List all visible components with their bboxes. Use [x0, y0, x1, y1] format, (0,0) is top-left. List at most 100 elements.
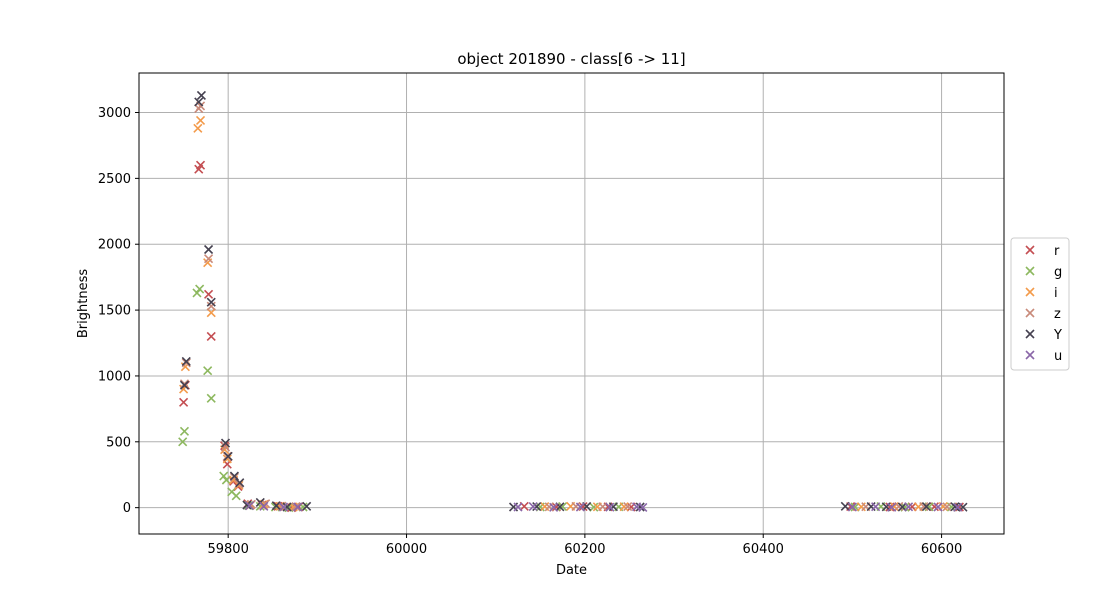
data-point-Y: [223, 451, 233, 461]
x-tick-label: 60400: [743, 542, 784, 557]
legend-marker-Y: [1025, 329, 1035, 339]
legend-item-z: z: [1025, 307, 1061, 322]
x-tick-label: 60200: [564, 542, 605, 557]
data-point-r: [206, 331, 216, 341]
data-point-Y: [229, 471, 239, 481]
y-tick-label: 2000: [98, 238, 131, 253]
data-point-i: [195, 115, 206, 125]
data-point-z: [181, 358, 191, 368]
grid-lines: [139, 73, 1004, 534]
data-point-Y: [196, 90, 206, 100]
y-tick-label: 2500: [98, 172, 131, 187]
data-point-Y: [181, 356, 191, 367]
data-point-u: [904, 502, 914, 512]
legend-marker-i: [1025, 287, 1035, 297]
data-point-z: [942, 502, 952, 512]
data-point-g: [219, 471, 229, 481]
data-point-g: [221, 475, 231, 485]
data-point-u: [278, 502, 289, 512]
legend-box: [1010, 237, 1070, 371]
data-point-u: [953, 502, 963, 512]
data-point-i: [234, 480, 244, 490]
data-point-i: [193, 123, 203, 133]
data-point-g: [192, 288, 202, 298]
data-point-r: [195, 160, 206, 170]
data-point-g: [558, 502, 568, 512]
data-point-i: [206, 308, 216, 318]
data-points: [178, 90, 968, 513]
data-point-i: [619, 502, 629, 512]
data-point-u: [933, 502, 943, 512]
data-point-u: [887, 502, 897, 512]
legend-marker-g: [1025, 266, 1035, 276]
x-axis: 59800 60000 60200 60400 60600: [207, 534, 962, 557]
data-point-Y: [242, 500, 252, 510]
y-tick-label: 1000: [98, 369, 131, 384]
x-tick-label: 60600: [921, 542, 962, 557]
data-point-u: [245, 501, 255, 511]
legend-marker-u: [1025, 350, 1035, 360]
chart-title: object 201890 - class[6 -> 11]: [457, 50, 685, 68]
data-point-g: [206, 393, 216, 403]
data-point-g: [195, 284, 205, 294]
data-point-u: [293, 502, 303, 512]
data-point-u: [871, 502, 881, 512]
data-point-g: [178, 437, 188, 447]
data-point-g: [589, 502, 599, 512]
data-point-u: [605, 502, 615, 512]
x-axis-label: Date: [556, 563, 587, 578]
data-point-r: [179, 397, 189, 407]
data-point-Y: [203, 244, 214, 255]
legend-item-Y: Y: [1025, 328, 1062, 343]
data-point-Y: [271, 501, 281, 511]
data-point-u: [259, 501, 269, 511]
data-point-r: [203, 289, 214, 299]
legend-item-g: g: [1025, 265, 1062, 280]
data-point-u: [638, 502, 648, 512]
data-point-z: [220, 442, 231, 452]
data-point-z: [206, 301, 216, 311]
data-point-u: [528, 502, 538, 512]
data-point-u: [549, 502, 559, 512]
data-point-z: [623, 502, 633, 512]
x-tick-label: 60000: [386, 542, 427, 557]
legend-item-i: i: [1025, 286, 1058, 301]
y-tick-label: 0: [123, 501, 131, 516]
legend-marker-r: [1025, 245, 1035, 255]
legend-label-i: i: [1054, 286, 1058, 301]
data-point-z: [179, 379, 190, 389]
data-point-z: [598, 502, 608, 512]
data-point-g: [203, 366, 213, 376]
data-point-u: [847, 502, 857, 512]
data-point-Y: [635, 502, 645, 512]
legend-label-r: r: [1054, 244, 1060, 259]
data-point-r: [578, 502, 588, 512]
x-tick-label: 59800: [207, 542, 248, 557]
data-point-Y: [532, 502, 542, 512]
y-axis-label: Brightness: [76, 269, 91, 338]
data-point-z: [203, 254, 214, 264]
legend-label-Y: Y: [1053, 328, 1062, 343]
data-point-Y: [220, 438, 231, 448]
plot-frame: [138, 72, 1005, 535]
data-point-Y: [508, 502, 519, 512]
data-point-Y: [921, 502, 931, 512]
data-point-u: [575, 502, 585, 512]
data-point-Y: [235, 478, 245, 488]
legend-item-u: u: [1025, 349, 1062, 364]
data-point-u: [513, 502, 523, 512]
data-point-Y: [282, 502, 292, 512]
y-tick-label: 1500: [98, 304, 131, 319]
data-point-Y: [608, 502, 618, 512]
y-axis: 0 500 1000 1500 2000 2500 3000: [98, 106, 139, 516]
data-point-i: [222, 454, 232, 464]
legend-item-r: r: [1025, 244, 1060, 259]
data-point-Y: [194, 97, 204, 107]
y-tick-label: 500: [106, 435, 131, 450]
data-point-z: [919, 502, 929, 512]
data-point-g: [231, 491, 241, 501]
legend-marker-z: [1025, 308, 1035, 318]
